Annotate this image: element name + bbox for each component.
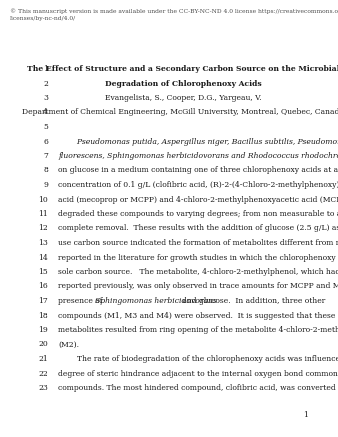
Text: 2: 2 xyxy=(43,80,48,87)
Text: 1: 1 xyxy=(303,411,308,419)
Text: The Effect of Structure and a Secondary Carbon Source on the Microbial: The Effect of Structure and a Secondary … xyxy=(27,65,338,73)
Text: (M2).: (M2). xyxy=(58,340,79,348)
Text: 15: 15 xyxy=(38,268,48,276)
Text: 20: 20 xyxy=(38,340,48,348)
Text: degree of steric hindrance adjacent to the internal oxygen bond common to all th: degree of steric hindrance adjacent to t… xyxy=(58,370,338,378)
Text: 6: 6 xyxy=(43,138,48,146)
Text: use carbon source indicated the formation of metabolites different from results: use carbon source indicated the formatio… xyxy=(58,239,338,247)
Text: complete removal.  These results with the addition of glucose (2.5 g/L) as an ea: complete removal. These results with the… xyxy=(58,225,338,232)
Text: 21: 21 xyxy=(38,355,48,363)
Text: degraded these compounds to varying degrees; from non measurable to almost: degraded these compounds to varying degr… xyxy=(58,210,338,218)
Text: concentration of 0.1 g/L (clofibric acid, (R)-2-(4-Chloro-2-methylphenoxy)propio: concentration of 0.1 g/L (clofibric acid… xyxy=(58,181,338,189)
Text: 17: 17 xyxy=(38,297,48,305)
Text: 23: 23 xyxy=(38,384,48,392)
Text: 13: 13 xyxy=(38,239,48,247)
Text: 11: 11 xyxy=(38,210,48,218)
Text: on glucose in a medium containing one of three chlorophenoxy acids at a: on glucose in a medium containing one of… xyxy=(58,166,338,174)
Text: 10: 10 xyxy=(38,195,48,204)
Text: 16: 16 xyxy=(38,282,48,291)
Text: 4: 4 xyxy=(43,108,48,117)
Text: 14: 14 xyxy=(38,253,48,261)
Text: 8: 8 xyxy=(43,166,48,174)
Text: fluorescens, Sphingomonas herbicidovorans and Rhodococcus rhodochrous growing: fluorescens, Sphingomonas herbicidovoran… xyxy=(58,152,338,160)
Text: Degradation of Chlorophenoxy Acids: Degradation of Chlorophenoxy Acids xyxy=(105,80,261,87)
Text: compounds. The most hindered compound, clofibric acid, was converted to ethyl: compounds. The most hindered compound, c… xyxy=(58,384,338,392)
Text: reported in the literature for growth studies in which the chlorophenoxy acid wa: reported in the literature for growth st… xyxy=(58,253,338,261)
Text: metabolites resulted from ring opening of the metabolite 4-chloro-2-methylphenol: metabolites resulted from ring opening o… xyxy=(58,326,338,334)
Text: 5: 5 xyxy=(43,123,48,131)
Text: 22: 22 xyxy=(38,370,48,378)
Text: The rate of biodegradation of the chlorophenoxy acids was influenced by the: The rate of biodegradation of the chloro… xyxy=(58,355,338,363)
Text: 7: 7 xyxy=(43,152,48,160)
Text: Evangelista, S., Cooper, D.G., Yargeau, V.: Evangelista, S., Cooper, D.G., Yargeau, … xyxy=(105,94,261,102)
Text: 9: 9 xyxy=(43,181,48,189)
Text: Sphingomonas herbicidovorans: Sphingomonas herbicidovorans xyxy=(95,297,216,305)
Text: 12: 12 xyxy=(38,225,48,232)
Text: sole carbon source.   The metabolite, 4-chloro-2-methylphenol, which had been: sole carbon source. The metabolite, 4-ch… xyxy=(58,268,338,276)
Text: 18: 18 xyxy=(38,312,48,319)
Text: presence of: presence of xyxy=(58,297,105,305)
Text: Pseudomonas putida, Aspergillus niger, Bacillus subtilis, Pseudomonas: Pseudomonas putida, Aspergillus niger, B… xyxy=(58,138,338,146)
Text: 3: 3 xyxy=(43,94,48,102)
Text: 1: 1 xyxy=(43,65,48,73)
Text: Department of Chemical Engineering, McGill University, Montreal, Quebec, Canada: Department of Chemical Engineering, McGi… xyxy=(22,108,338,117)
Text: reported previously, was only observed in trace amounts for MCPP and MCPA in the: reported previously, was only observed i… xyxy=(58,282,338,291)
Text: © This manuscript version is made available under the CC-BY-NC-ND 4.0 license ht: © This manuscript version is made availa… xyxy=(10,8,338,21)
Text: compounds (M1, M3 and M4) were observed.  It is suggested that these unidentifie: compounds (M1, M3 and M4) were observed.… xyxy=(58,312,338,319)
Text: 19: 19 xyxy=(38,326,48,334)
Text: and glucose.  In addition, three other: and glucose. In addition, three other xyxy=(180,297,325,305)
Text: acid (mecoprop or MCPP) and 4-chloro-2-methylphenoxyacetic acid (MCPA)): acid (mecoprop or MCPP) and 4-chloro-2-m… xyxy=(58,195,338,204)
